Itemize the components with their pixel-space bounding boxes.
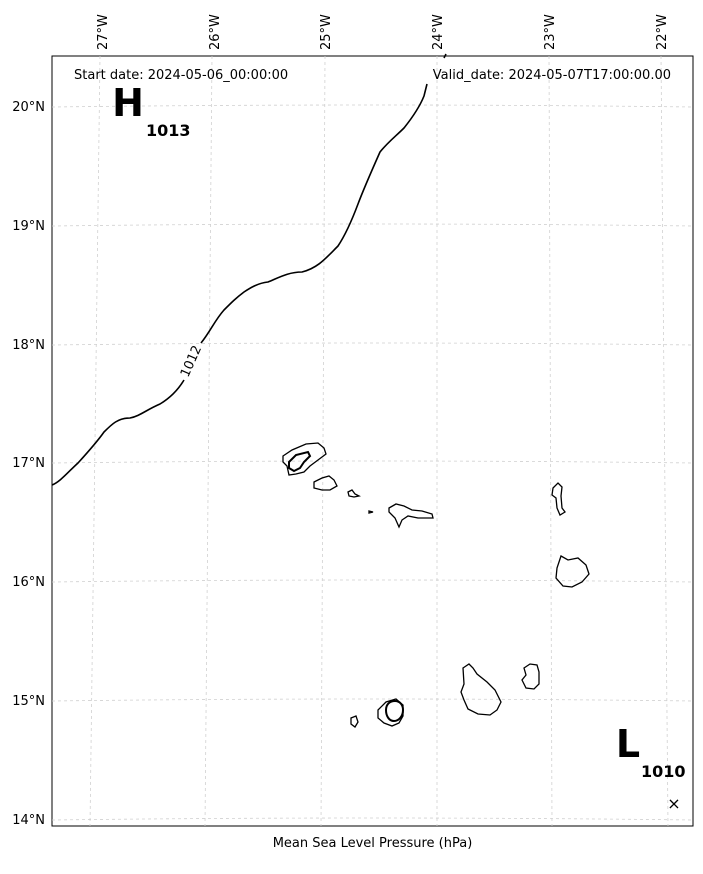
lat-tick-label: 17°N xyxy=(12,456,45,471)
island-boa-vista xyxy=(555,555,590,588)
lat-tick-labels: 20°N 19°N 18°N 17°N 16°N 15°N 14°N xyxy=(12,100,45,828)
lat-tick-label: 15°N xyxy=(12,694,45,709)
island-maio xyxy=(521,663,540,690)
low-symbol: L xyxy=(616,722,640,766)
lon-tick-label: 25°W xyxy=(319,14,334,50)
island-santo-antao-inner xyxy=(288,450,312,473)
lon-tick-label: 26°W xyxy=(208,14,223,50)
island-santa-luzia xyxy=(347,489,361,498)
map-xlabel: Mean Sea Level Pressure (hPa) xyxy=(272,836,473,851)
lon-tick-label: 27°W xyxy=(96,14,111,50)
lat-tick-label: 20°N xyxy=(12,100,45,115)
isobar-1012 xyxy=(51,53,447,486)
island-santiago xyxy=(460,663,502,716)
start-date-text: Start date: 2024-05-06_00:00:00 xyxy=(74,68,288,83)
island-sal xyxy=(551,482,566,516)
island-fogo-inner xyxy=(384,699,405,723)
lat-tick-label: 16°N xyxy=(12,575,45,590)
island-sao-nicolau xyxy=(388,503,434,529)
island-fogo xyxy=(377,698,404,727)
low-pressure-center: L 1010 × xyxy=(616,722,686,813)
island-brava xyxy=(350,715,359,728)
low-value: 1010 xyxy=(641,762,686,781)
valid-date-text: Valid_date: 2024-05-07T17:00:00.00 xyxy=(433,68,671,83)
high-value: 1013 xyxy=(146,121,191,140)
lon-tick-labels: 27°W 26°W 25°W 24°W 23°W 22°W xyxy=(96,14,670,50)
lat-tick-label: 14°N xyxy=(12,813,45,828)
lat-tick-label: 18°N xyxy=(12,338,45,353)
lon-tick-label: 22°W xyxy=(655,14,670,50)
lat-tick-label: 19°N xyxy=(12,219,45,234)
island-raso xyxy=(368,510,374,514)
low-marker-icon: × xyxy=(667,794,680,813)
lon-tick-label: 24°W xyxy=(431,14,446,50)
gridlines xyxy=(51,55,694,827)
island-santo-antao xyxy=(282,442,327,476)
island-sao-vicente xyxy=(313,475,338,491)
lon-tick-label: 23°W xyxy=(543,14,558,50)
map-frame xyxy=(51,55,694,827)
islands xyxy=(282,442,590,728)
high-pressure-center: H 1013 xyxy=(112,81,190,140)
high-symbol: H xyxy=(112,81,144,125)
